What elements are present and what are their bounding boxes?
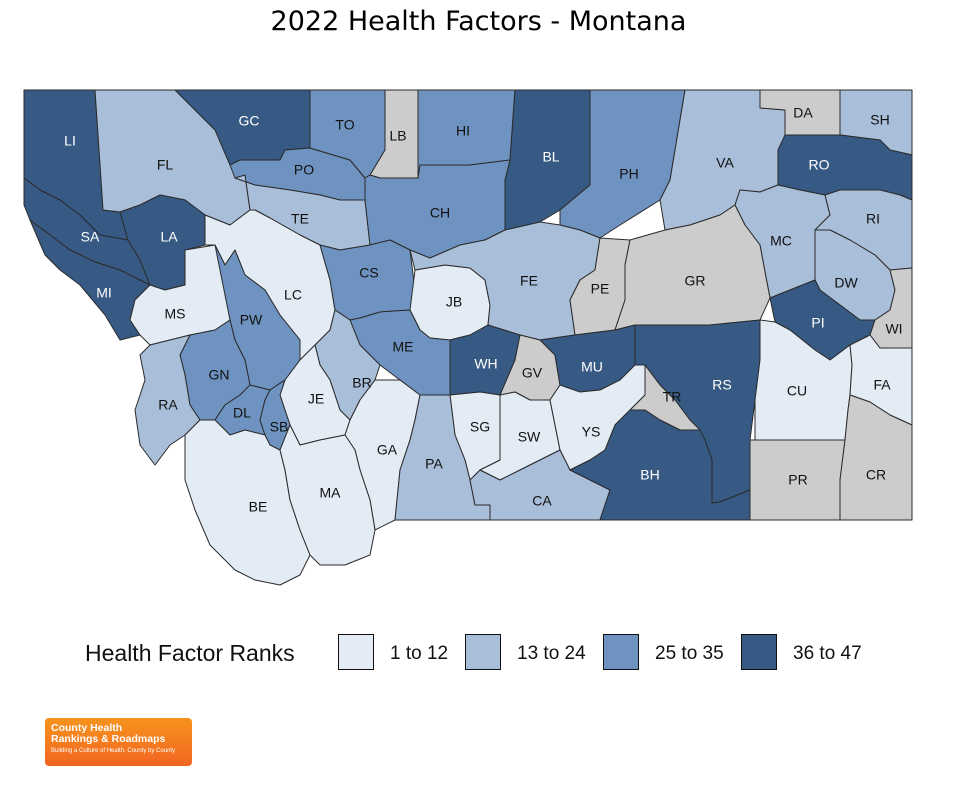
county-label-wi: WI: [885, 321, 902, 337]
county-label-mi: MI: [96, 285, 112, 301]
county-label-je: JE: [308, 391, 324, 407]
county-label-sh: SH: [870, 112, 889, 128]
county-label-ga: GA: [377, 442, 398, 458]
logo-line-2: Rankings & Roadmaps: [51, 733, 166, 745]
county-label-li: LI: [64, 133, 76, 149]
county-label-ro: RO: [809, 157, 830, 173]
county-label-pw: PW: [240, 312, 263, 328]
county-label-cs: CS: [359, 265, 378, 281]
county-label-ys: YS: [582, 424, 601, 440]
legend-swatch-1-to-12: [338, 634, 374, 670]
county-label-pr: PR: [788, 472, 807, 488]
county-label-pi: PI: [811, 315, 824, 331]
county-ra: [134, 334, 201, 466]
county-label-ch: CH: [430, 205, 450, 221]
county-label-br: BR: [352, 375, 371, 391]
county-label-fa: FA: [873, 377, 891, 393]
county-label-fe: FE: [520, 273, 538, 289]
county-label-ph: PH: [619, 166, 638, 182]
county-label-te: TE: [291, 211, 309, 227]
county-label-gn: GN: [209, 367, 230, 383]
county-label-gr: GR: [685, 273, 706, 289]
county-label-dw: DW: [834, 275, 858, 291]
county-label-gc: GC: [239, 113, 260, 129]
map-title: 2022 Health Factors - Montana: [270, 6, 687, 37]
county-label-cr: CR: [866, 467, 886, 483]
county-label-bl: BL: [542, 149, 559, 165]
county-label-mc: MC: [770, 233, 792, 249]
county-label-ma: MA: [320, 485, 342, 501]
county-label-lc: LC: [284, 287, 302, 303]
legend-label-25-to-35: 25 to 35: [655, 643, 724, 664]
county-label-wh: WH: [474, 356, 497, 372]
county-label-ca: CA: [532, 493, 552, 509]
county-label-pa: PA: [425, 456, 443, 472]
county-label-me: ME: [393, 339, 414, 355]
legend-swatch-13-to-24: [465, 634, 501, 670]
county-label-sa: SA: [81, 229, 100, 245]
county-label-pe: PE: [591, 281, 610, 297]
county-label-po: PO: [294, 162, 314, 178]
county-health-rankings-logo: County Health Rankings & Roadmaps Buildi…: [45, 718, 192, 766]
county-ma: [279, 424, 376, 566]
legend-label-1-to-12: 1 to 12: [390, 643, 449, 664]
legend-label-13-to-24: 13 to 24: [517, 643, 586, 664]
legend-label-36-to-47: 36 to 47: [793, 643, 862, 664]
county-label-cu: CU: [787, 383, 807, 399]
county-label-tr: TR: [663, 389, 682, 405]
county-cr: [839, 394, 913, 521]
logo-line-1: County Health: [51, 722, 123, 734]
county-label-jb: JB: [446, 294, 462, 310]
county-label-to: TO: [335, 117, 354, 133]
county-label-sg: SG: [470, 419, 490, 435]
legend-title: Health Factor Ranks: [85, 640, 295, 666]
county-label-va: VA: [716, 155, 734, 171]
county-label-dl: DL: [233, 405, 251, 421]
county-label-ra: RA: [158, 397, 178, 413]
county-label-hi: HI: [456, 123, 470, 139]
county-label-fl: FL: [157, 157, 174, 173]
county-label-sw: SW: [518, 429, 541, 445]
county-label-gv: GV: [522, 365, 543, 381]
county-bh: [569, 409, 751, 521]
county-label-rs: RS: [712, 377, 731, 393]
legend-swatch-36-to-47: [741, 634, 777, 670]
county-label-sb: SB: [270, 419, 289, 435]
county-label-mu: MU: [581, 359, 603, 375]
county-label-da: DA: [793, 105, 813, 121]
county-label-lb: LB: [389, 128, 406, 144]
county-label-la: LA: [160, 229, 178, 245]
county-label-ms: MS: [165, 306, 186, 322]
county-label-bh: BH: [640, 467, 659, 483]
legend-swatch-25-to-35: [603, 634, 639, 670]
county-label-ri: RI: [866, 211, 880, 227]
county-label-be: BE: [249, 499, 268, 515]
logo-tagline: Building a Culture of Health, County by …: [51, 748, 176, 754]
